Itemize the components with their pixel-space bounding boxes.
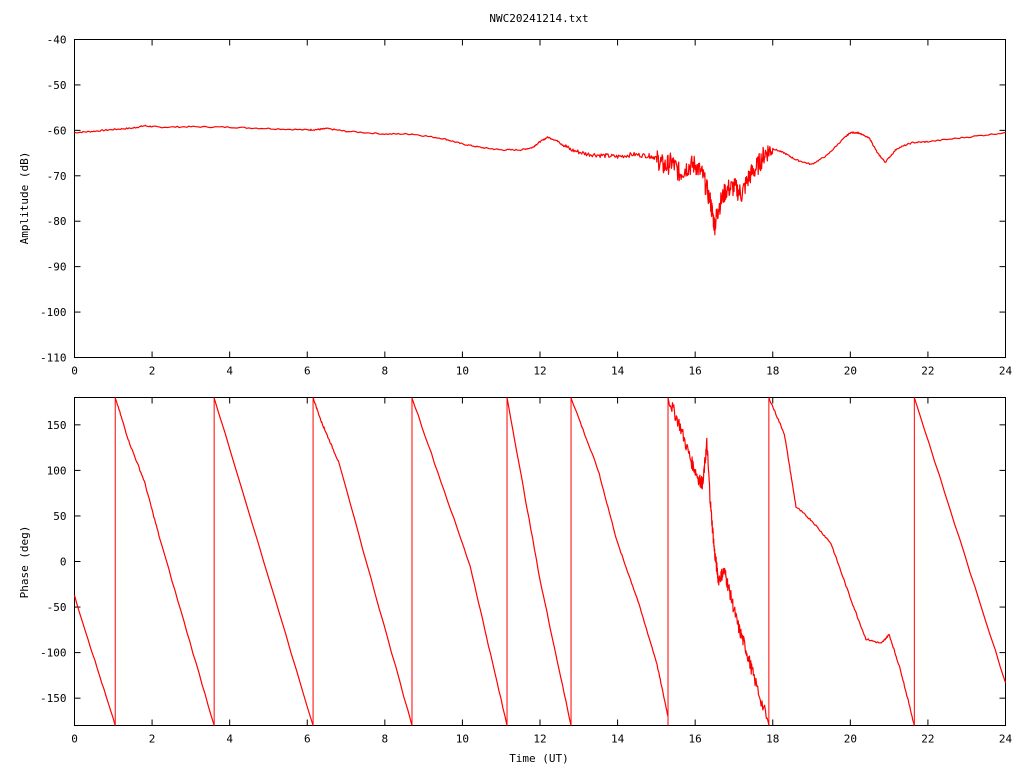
phase-segment [213, 398, 314, 726]
x-tick-label: 24 [999, 733, 1013, 746]
phase-segment [411, 397, 508, 726]
x-tick-label: 10 [456, 733, 469, 746]
y-tick-label: 50 [53, 510, 66, 523]
y-tick-label: -90 [47, 261, 67, 274]
y-tick-label: -110 [40, 352, 67, 365]
x-tick-label: 12 [533, 365, 546, 378]
x-tick-label: 6 [304, 733, 311, 746]
chart-title: NWC20241214.txt [489, 12, 588, 25]
y-tick-label: -100 [40, 647, 67, 660]
phase-segment [570, 397, 669, 717]
phase-segment [913, 397, 1007, 683]
x-tick-label: 24 [999, 365, 1013, 378]
y-tick-label: -100 [40, 306, 67, 319]
y-tick-label: -150 [40, 692, 67, 705]
phase-segment [73, 595, 116, 726]
x-tick-label: 0 [71, 733, 78, 746]
x-tick-label: 14 [611, 733, 625, 746]
y-tick-label: -50 [47, 601, 67, 614]
x-tick-label: 6 [304, 365, 311, 378]
y-tick-label: -40 [47, 34, 67, 47]
x-tick-label: 20 [844, 733, 857, 746]
phase-segment [667, 397, 770, 726]
amplitude-line [74, 124, 1006, 236]
phase-axis-ticks: 0 2 4 6 8 10 12 14 16 18 20 22 24150100500-50-100-15… [40, 397, 1013, 746]
y-tick-label: -70 [47, 170, 67, 183]
amplitude-plot-frame [74, 39, 1006, 358]
phase-segment [312, 397, 413, 726]
x-tick-label: 22 [921, 733, 934, 746]
x-tick-label: 8 [382, 365, 389, 378]
phase-y-axis-label: Phase (deg) [18, 526, 31, 599]
x-tick-label: 2 [149, 733, 156, 746]
phase-segment [506, 397, 572, 726]
phase-series [73, 397, 1007, 726]
y-tick-label: -50 [47, 79, 67, 92]
x-tick-label: 20 [844, 365, 857, 378]
x-tick-label: 2 [149, 365, 156, 378]
x-tick-label: 8 [382, 733, 389, 746]
time-x-axis-label: Time (UT) [509, 752, 569, 765]
amplitude-panel: 0 2 4 6 8 10 12 14 16 18 20 22 24-40-50-60-70-80-90-… [18, 34, 1012, 378]
x-tick-label: 14 [611, 365, 625, 378]
x-tick-label: 0 [71, 365, 78, 378]
x-tick-label: 22 [921, 365, 934, 378]
x-tick-label: 16 [689, 733, 702, 746]
x-tick-label: 4 [226, 365, 233, 378]
phase-panel: 0 2 4 6 8 10 12 14 16 18 20 22 24150100500-50-100-15… [18, 397, 1013, 765]
y-tick-label: 150 [47, 419, 67, 432]
amplitude-axis-ticks: 0 2 4 6 8 10 12 14 16 18 20 22 24-40-50-60-70-80-90-… [40, 34, 1012, 378]
x-tick-label: 4 [226, 733, 233, 746]
y-tick-label: -60 [47, 124, 67, 137]
x-tick-label: 16 [689, 365, 702, 378]
phase-segment [768, 397, 915, 726]
x-tick-label: 18 [766, 365, 779, 378]
x-tick-label: 18 [766, 733, 779, 746]
x-tick-label: 10 [456, 365, 469, 378]
y-tick-label: -80 [47, 215, 67, 228]
x-tick-label: 12 [533, 733, 546, 746]
y-tick-label: 100 [47, 464, 67, 477]
amplitude-series [74, 124, 1006, 236]
amplitude-y-axis-label: Amplitude (dB) [18, 152, 31, 245]
y-tick-label: 0 [60, 556, 67, 569]
phase-segment [114, 397, 215, 726]
